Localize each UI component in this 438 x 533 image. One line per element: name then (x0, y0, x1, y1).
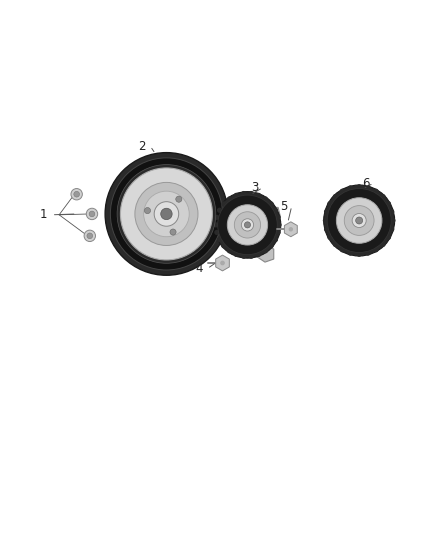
Polygon shape (284, 222, 297, 237)
Circle shape (120, 168, 212, 260)
Circle shape (356, 217, 363, 224)
Circle shape (386, 235, 391, 240)
Circle shape (365, 251, 371, 256)
Circle shape (333, 242, 338, 247)
Circle shape (233, 252, 239, 257)
Circle shape (249, 254, 254, 259)
Circle shape (74, 191, 79, 197)
Circle shape (89, 211, 95, 217)
Circle shape (241, 254, 246, 259)
Circle shape (390, 218, 396, 223)
Circle shape (327, 201, 332, 206)
Circle shape (352, 214, 366, 228)
Polygon shape (252, 243, 274, 262)
Circle shape (327, 189, 391, 253)
Circle shape (340, 189, 345, 194)
Circle shape (214, 215, 219, 220)
Circle shape (357, 184, 362, 189)
Circle shape (327, 235, 332, 240)
Circle shape (214, 230, 219, 235)
Circle shape (234, 212, 261, 238)
Circle shape (161, 208, 172, 220)
Circle shape (357, 252, 362, 257)
Circle shape (324, 227, 329, 232)
Circle shape (176, 196, 182, 202)
Circle shape (324, 185, 395, 256)
Text: 6: 6 (362, 177, 370, 190)
Circle shape (221, 201, 226, 207)
Circle shape (218, 195, 277, 255)
Circle shape (244, 222, 251, 228)
Circle shape (373, 189, 378, 194)
Text: 1: 1 (40, 208, 48, 221)
Circle shape (86, 208, 98, 220)
Text: 4: 4 (195, 262, 203, 275)
Text: 2: 2 (138, 140, 146, 152)
Text: 3: 3 (251, 181, 258, 194)
Circle shape (324, 209, 329, 214)
Circle shape (380, 194, 385, 199)
Circle shape (214, 191, 281, 258)
Circle shape (154, 201, 179, 226)
Circle shape (217, 237, 222, 242)
Circle shape (117, 165, 216, 263)
Circle shape (380, 242, 385, 247)
Circle shape (87, 233, 92, 239)
Circle shape (336, 198, 382, 243)
Circle shape (227, 196, 232, 201)
Circle shape (339, 247, 345, 252)
Circle shape (333, 194, 338, 199)
Circle shape (256, 252, 261, 257)
Circle shape (220, 261, 225, 265)
Circle shape (389, 209, 394, 214)
Circle shape (389, 227, 394, 232)
Circle shape (71, 189, 82, 200)
Circle shape (323, 218, 328, 223)
Circle shape (110, 158, 223, 270)
Circle shape (241, 191, 246, 196)
Circle shape (256, 193, 261, 198)
Circle shape (170, 229, 176, 235)
Circle shape (276, 230, 281, 235)
Circle shape (249, 191, 254, 196)
Circle shape (348, 251, 353, 256)
Circle shape (276, 222, 282, 228)
Circle shape (217, 208, 222, 213)
Circle shape (268, 201, 274, 207)
Circle shape (276, 215, 281, 220)
Circle shape (263, 248, 268, 254)
Circle shape (373, 247, 378, 252)
Circle shape (145, 207, 151, 214)
Circle shape (289, 227, 293, 231)
Circle shape (221, 243, 226, 248)
Circle shape (365, 185, 371, 191)
Polygon shape (215, 255, 230, 271)
Polygon shape (265, 207, 280, 223)
Circle shape (386, 201, 391, 206)
Circle shape (227, 205, 268, 245)
Circle shape (268, 243, 274, 248)
Circle shape (273, 237, 278, 242)
Circle shape (241, 219, 254, 231)
Circle shape (263, 196, 268, 201)
Circle shape (227, 248, 232, 254)
Circle shape (273, 208, 278, 213)
Circle shape (233, 193, 239, 198)
Circle shape (144, 191, 189, 237)
Text: 5: 5 (280, 199, 287, 213)
Circle shape (135, 182, 198, 246)
Circle shape (105, 152, 228, 275)
Circle shape (84, 230, 95, 241)
Polygon shape (237, 203, 278, 243)
Circle shape (213, 222, 219, 228)
Circle shape (348, 185, 353, 191)
Circle shape (344, 206, 374, 236)
